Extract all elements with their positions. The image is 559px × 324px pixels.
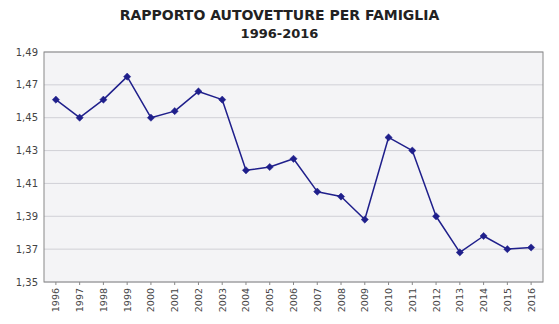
title: RAPPORTO AUTOVETTURE PER FAMIGLIA <box>120 7 440 23</box>
x-tick-label: 1997 <box>74 288 85 312</box>
x-tick-label: 2005 <box>264 288 275 312</box>
marker <box>337 193 344 200</box>
y-tick-label: 1,45 <box>16 112 38 123</box>
x-tick-label: 2004 <box>240 288 251 312</box>
chart: RAPPORTO AUTOVETTURE PER FAMIGLIA 1996-20… <box>0 0 559 324</box>
x-tick-label: 2009 <box>359 288 370 312</box>
y-tick-label: 1,37 <box>16 244 38 255</box>
x-tick-label: 2011 <box>407 288 418 312</box>
x-tick-label: 2001 <box>169 288 180 312</box>
plot-area <box>44 52 543 282</box>
x-tick-label: 2000 <box>145 288 156 312</box>
marker <box>242 167 249 174</box>
y-tick-label: 1,47 <box>16 79 38 90</box>
marker <box>124 73 131 80</box>
x-tick-label: 2012 <box>431 288 442 312</box>
x-tick-label: 2015 <box>502 288 513 312</box>
grid-line <box>44 150 543 151</box>
grid-line <box>44 183 543 184</box>
marker <box>361 216 368 223</box>
plot-frame <box>44 52 543 282</box>
x-tick-label: 2013 <box>454 288 465 312</box>
x-tick-label: 2006 <box>288 288 299 312</box>
y-tick-label: 1,39 <box>16 211 38 222</box>
x-tick-label: 1996 <box>50 288 61 312</box>
marker <box>266 163 273 170</box>
marker <box>528 244 535 251</box>
x-tick-label: 1999 <box>122 288 133 312</box>
subtitle: 1996-2016 <box>241 26 319 41</box>
x-tick-label: 2016 <box>526 288 537 312</box>
grid-line <box>44 249 543 250</box>
marker <box>290 155 297 162</box>
marker <box>195 88 202 95</box>
marker <box>432 213 439 220</box>
axes: 1,35 1,37 1,39 1,41 1,43 1,45 1,47 1,49 1996 1997… <box>16 47 543 313</box>
y-tick-label: 1,49 <box>16 47 38 58</box>
grid-line <box>44 216 543 217</box>
marker <box>314 188 321 195</box>
y-tick-label: 1,43 <box>16 145 38 156</box>
x-tick-label: 2008 <box>336 288 347 312</box>
x-tick-label: 2002 <box>193 288 204 312</box>
marker <box>409 147 416 154</box>
line <box>56 77 531 253</box>
x-tick-label: 2003 <box>217 288 228 312</box>
marker <box>456 249 463 256</box>
marker <box>76 114 83 121</box>
x-tick-label: 2014 <box>478 288 489 312</box>
marker <box>219 96 226 103</box>
marker <box>385 134 392 141</box>
x-tick-label: 2010 <box>383 288 394 312</box>
marker <box>504 246 511 253</box>
x-tick-label: 2007 <box>312 288 323 312</box>
marker <box>100 96 107 103</box>
x-tick-label: 1998 <box>98 288 109 312</box>
series <box>52 73 534 256</box>
marker <box>480 232 487 239</box>
marker <box>171 108 178 115</box>
marker <box>147 114 154 121</box>
marker <box>52 96 59 103</box>
grid-line <box>44 117 543 118</box>
y-tick-label: 1,35 <box>16 277 38 288</box>
y-tick-label: 1,41 <box>16 178 38 189</box>
